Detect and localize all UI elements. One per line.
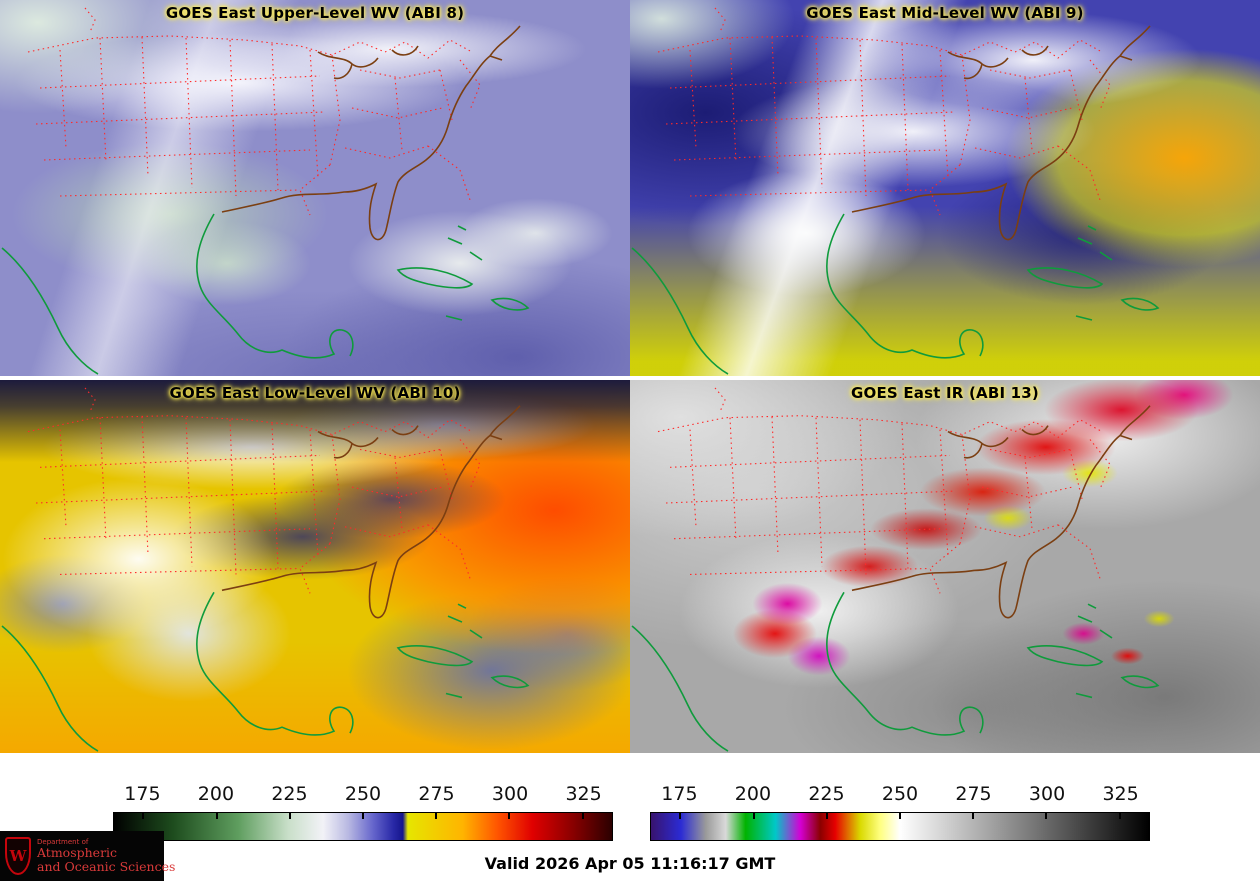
colorbar-tick-mark bbox=[972, 813, 975, 819]
panel-low-level-wv: GOES East Low-Level WV (ABI 10) bbox=[0, 380, 630, 753]
colorbar-tick-mark bbox=[508, 813, 511, 819]
basemap-overlay bbox=[1, 7, 529, 375]
colorbar-tick-mark bbox=[1118, 813, 1121, 819]
colorbar-tick-mark bbox=[288, 813, 291, 819]
satellite-image-abi13 bbox=[630, 380, 1260, 753]
colorbar-tick-mark bbox=[362, 813, 364, 819]
colorbar-tick-mark bbox=[1045, 813, 1048, 819]
satellite-image-abi9 bbox=[630, 0, 1260, 376]
colorbar-tick-label: 300 bbox=[491, 783, 529, 805]
colorbar-tick-mark bbox=[435, 813, 438, 819]
uw-crest-icon: W bbox=[5, 837, 31, 875]
colorbar-tick-label: 300 bbox=[1028, 783, 1066, 805]
colorbar-tick-mark bbox=[752, 813, 755, 819]
colorbar-tick-label: 175 bbox=[661, 783, 698, 805]
panel-upper-level-wv: GOES East Upper-Level WV (ABI 8) bbox=[0, 0, 630, 376]
colorbar-tick-label: 275 bbox=[955, 783, 992, 805]
panel-title-abi13: GOES East IR (ABI 13) bbox=[850, 384, 1039, 402]
colorbar-tick-mark bbox=[679, 813, 682, 819]
uw-monogram: W bbox=[9, 846, 27, 865]
colorbar-ir-labels: 175 200 225 250 275 300 325 bbox=[650, 783, 1150, 807]
colorbar-wv-labels: 175 200 225 250 275 300 325 bbox=[113, 783, 613, 807]
colorbar-ir-gradient bbox=[650, 812, 1150, 841]
basemap-overlay bbox=[1, 387, 529, 752]
logo-oceanic-line: and Oceanic Sciences bbox=[37, 858, 176, 874]
colorbar-tick-mark bbox=[825, 813, 828, 819]
colorbar-water-vapor: 175 200 225 250 275 300 325 bbox=[113, 783, 613, 845]
basemap-overlay bbox=[631, 387, 1159, 752]
colorbar-tick-label: 200 bbox=[734, 783, 772, 805]
colorbar-tick-label: 250 bbox=[881, 783, 919, 805]
satellite-image-abi10 bbox=[0, 380, 630, 753]
panel-ir: GOES East IR (ABI 13) bbox=[630, 380, 1260, 753]
colorbar-infrared: 175 200 225 250 275 300 325 bbox=[650, 783, 1150, 845]
logo-text: Department of Atmospheric and Oceanic Sc… bbox=[37, 837, 176, 874]
colorbar-tick-mark bbox=[899, 813, 901, 819]
basemap-overlay bbox=[631, 7, 1159, 375]
valid-time-label: Valid 2026 Apr 05 11:16:17 GMT bbox=[484, 854, 776, 873]
colorbar-tick-mark bbox=[142, 813, 145, 819]
panel-mid-level-wv: GOES East Mid-Level WV (ABI 9) bbox=[630, 0, 1260, 376]
colorbar-tick-label: 325 bbox=[1102, 783, 1139, 805]
colorbar-tick-mark bbox=[581, 813, 584, 819]
colorbar-tick-mark bbox=[215, 813, 218, 819]
colorbar-tick-label: 200 bbox=[197, 783, 235, 805]
satellite-image-abi8 bbox=[0, 0, 630, 376]
logo-dept-line: Department of bbox=[37, 837, 89, 846]
colorbar-tick-label: 325 bbox=[565, 783, 602, 805]
logo-atmospheric-line: Atmospheric bbox=[37, 845, 118, 861]
colorbar-wv-gradient bbox=[113, 812, 613, 841]
colorbar-tick-label: 250 bbox=[344, 783, 382, 805]
colorbar-tick-label: 175 bbox=[124, 783, 161, 805]
panel-title-abi8: GOES East Upper-Level WV (ABI 8) bbox=[165, 4, 465, 22]
panel-title-abi10: GOES East Low-Level WV (ABI 10) bbox=[169, 384, 461, 402]
colorbar-tick-label: 275 bbox=[418, 783, 455, 805]
panel-title-abi9: GOES East Mid-Level WV (ABI 9) bbox=[806, 4, 1084, 22]
colorbar-tick-label: 225 bbox=[808, 783, 845, 805]
uw-aos-logo: W Department of Atmospheric and Oceanic … bbox=[0, 831, 175, 881]
colorbar-tick-label: 225 bbox=[271, 783, 308, 805]
